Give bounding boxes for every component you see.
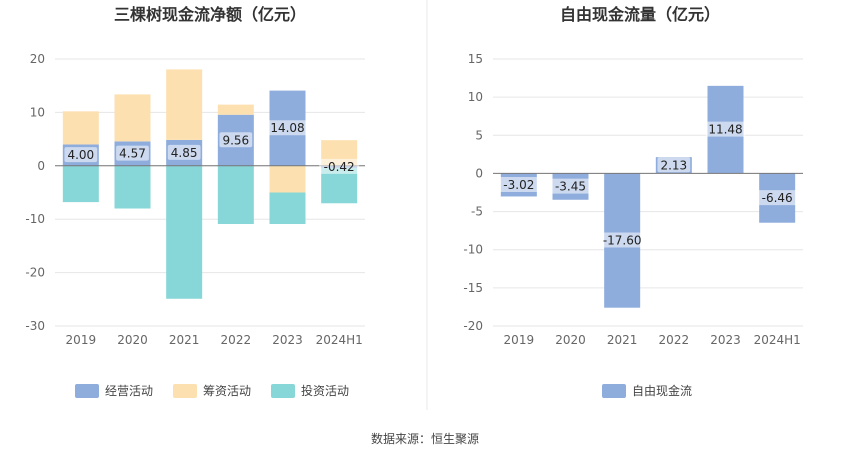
data-label: 9.56 [222,133,249,147]
x-tick-label: 2020 [117,333,148,347]
data-label: 14.08 [270,121,304,135]
x-tick-label: 2019 [504,333,535,347]
data-label-backdrop [167,144,201,160]
legend-swatch [602,384,626,398]
data-label: 4.00 [67,148,94,162]
data-label-backdrop [498,176,539,192]
data-label: 4.57 [119,147,146,161]
y-tick-label: 0 [37,159,45,173]
bar-segment [114,94,151,142]
y-tick-label: -20 [25,266,45,280]
x-tick-label: 2019 [66,333,97,347]
y-tick-label: 20 [30,52,45,66]
data-label-backdrop [319,158,360,174]
data-label-backdrop [657,157,691,173]
y-tick-label: 0 [475,166,483,180]
x-tick-label: 2023 [272,333,303,347]
y-tick-label: 5 [475,128,483,142]
x-tick-label: 2020 [555,333,586,347]
data-label: -6.46 [762,191,793,205]
data-label-backdrop [550,178,591,194]
data-label-backdrop [598,232,646,248]
legend-swatch [173,384,197,398]
legend-label: 投资活动 [301,383,349,398]
legend-label: 经营活动 [105,384,153,398]
bar-segment [217,104,254,115]
data-label-backdrop [64,147,98,163]
y-tick-label: -15 [463,281,483,295]
data-label-backdrop [116,145,149,161]
x-tick-label: 2024H1 [316,333,363,347]
x-tick-label: 2024H1 [754,333,801,347]
y-tick-label: -5 [471,205,483,219]
y-tick-label: -20 [463,319,483,333]
chart-title-free-cash-flow: 自由现金流量（亿元） [560,5,720,24]
bar-segment [62,165,99,203]
legend-swatch [271,384,295,398]
y-tick-label: 10 [30,105,45,119]
chart-title-cash-flow: 三棵树现金流净额（亿元） [114,5,306,24]
legend-swatch [75,384,99,398]
x-tick-label: 2022 [659,333,690,347]
x-tick-label: 2022 [221,333,252,347]
data-label-backdrop [705,121,746,137]
y-tick-label: -10 [463,243,483,257]
data-label-backdrop [267,120,308,136]
x-tick-label: 2023 [710,333,741,347]
bar-segment [269,192,306,225]
data-label: -0.42 [324,160,355,174]
data-label-backdrop [219,132,253,148]
y-tick-label: -10 [25,212,45,226]
y-tick-label: 15 [468,52,483,66]
bar-segment [114,165,151,209]
bar-segment [166,165,203,299]
data-source-note: 数据来源：恒生聚源 [371,431,479,446]
data-label: 2.13 [660,158,687,172]
x-tick-label: 2021 [607,333,638,347]
x-tick-label: 2021 [169,333,200,347]
legend-label: 自由现金流 [632,383,692,398]
bar-segment [269,165,306,193]
y-tick-label: -30 [25,319,45,333]
data-label: 4.85 [171,146,198,160]
bar-segment [62,111,99,145]
y-tick-label: 10 [468,90,483,104]
data-label: -17.60 [603,234,642,248]
data-label: -3.02 [503,178,534,192]
data-label: 11.48 [708,123,742,137]
data-label-backdrop [757,190,798,206]
bar-segment [217,165,254,225]
bar-segment [166,69,203,140]
data-label: -3.45 [555,180,586,194]
legend-label: 筹资活动 [203,384,251,398]
